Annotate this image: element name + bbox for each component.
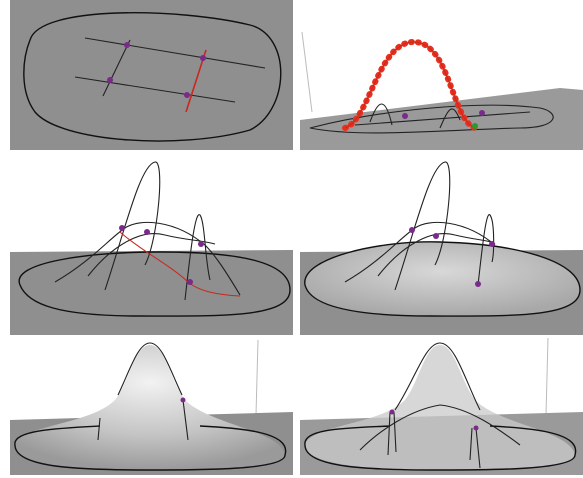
panel-sketch-profile (300, 31, 583, 150)
panel-surface-flat (300, 161, 583, 335)
panel-surface-peak (10, 339, 293, 475)
panel-surface-transparent (300, 337, 583, 475)
panel-sketch-top-view (10, 0, 293, 150)
panel-curves-3d (10, 161, 293, 335)
